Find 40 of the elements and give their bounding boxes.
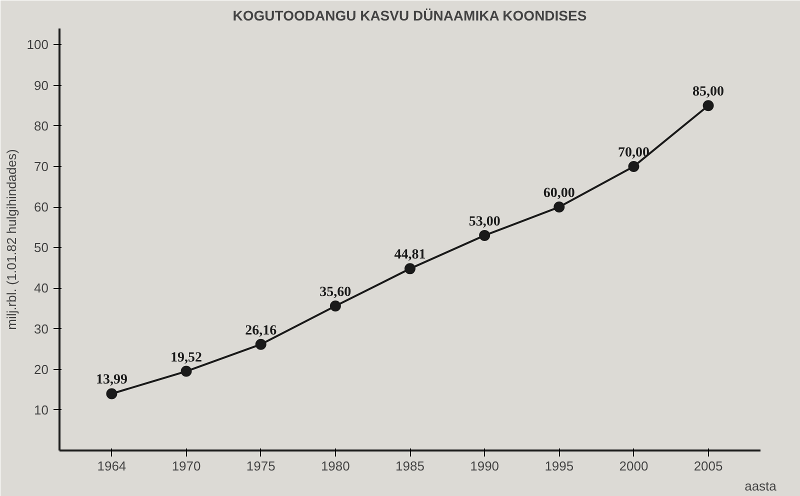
data-label: 19,52 (170, 350, 202, 366)
y-tick-label: 100 (26, 37, 49, 52)
point (180, 366, 192, 377)
point (702, 100, 714, 112)
x-tick-label: 2005 (694, 458, 723, 474)
data-label: 53,00 (468, 214, 500, 230)
x-tick-label: 1995 (544, 458, 574, 474)
point (628, 160, 640, 172)
x-tick-label: 1975 (246, 458, 276, 474)
data-label: 70,00 (618, 145, 650, 160)
x-tick-label: 1964 (97, 458, 126, 474)
y-tick-label: 80 (34, 118, 49, 134)
y-tick-label: 90 (34, 78, 49, 93)
data-label: 35,60 (320, 285, 352, 300)
data-label: 44,81 (394, 248, 426, 263)
y-tick-label: 40 (34, 280, 49, 296)
point (479, 230, 490, 241)
x-tick-label: 1990 (470, 458, 500, 474)
y-axis-title: milj.rbl. (1.01.82 hulgihindades) (4, 149, 19, 330)
x-axis-title: aasta (744, 478, 778, 494)
x-tick-label: 2000 (619, 458, 648, 474)
point (255, 338, 266, 350)
x-tick-label: 1970 (172, 458, 201, 474)
data-label: 26,16 (245, 323, 277, 338)
data-label: 85,00 (692, 84, 724, 100)
point (554, 202, 565, 213)
y-tick-label: 70 (34, 158, 49, 174)
point (404, 263, 416, 274)
data-label: 13,99 (96, 372, 128, 388)
data-label: 60,00 (543, 186, 575, 202)
x-tick-label: 1985 (396, 458, 424, 474)
y-tick-label: 60 (34, 200, 49, 215)
point (106, 388, 118, 400)
y-tick-label: 10 (34, 402, 49, 418)
x-tick-label: 1980 (320, 458, 350, 474)
chart-title: KOGUTOODANGU KASVU DÜNAAMIKA KOONDISES (232, 8, 587, 24)
y-tick-label: 20 (34, 362, 49, 377)
y-tick-label: 50 (34, 240, 49, 256)
point (330, 300, 341, 312)
y-tick-label: 30 (34, 321, 49, 336)
